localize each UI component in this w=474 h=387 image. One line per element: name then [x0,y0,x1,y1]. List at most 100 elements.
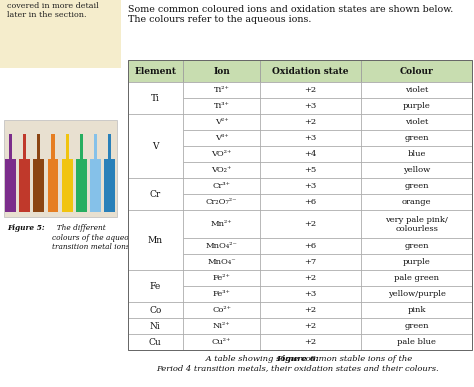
Bar [182,146,260,163]
Bar [182,178,260,194]
Bar [182,82,260,98]
Text: Ti³⁺: Ti³⁺ [214,103,229,110]
Text: +3: +3 [305,290,317,298]
Text: green: green [404,182,429,190]
Bar [260,98,361,115]
Text: yellow/purple: yellow/purple [388,290,446,298]
Text: Cu²⁺: Cu²⁺ [212,338,231,346]
Text: +3: +3 [305,103,317,110]
Bar [260,146,361,163]
Bar [5,159,16,212]
Bar [361,178,472,194]
Text: pale blue: pale blue [397,338,436,346]
Bar [361,318,472,334]
Bar [182,334,260,350]
Bar [182,238,260,254]
Text: +2: +2 [305,306,317,314]
Bar [9,135,12,159]
Text: VO²⁺: VO²⁺ [211,151,232,158]
Bar [128,60,472,350]
Text: MnO₄²⁻: MnO₄²⁻ [206,242,237,250]
Text: blue: blue [408,151,426,158]
Text: MnO₄⁻: MnO₄⁻ [207,258,236,266]
Bar [361,270,472,286]
Text: covered in more detail
later in the section.: covered in more detail later in the sect… [7,2,99,19]
Bar [128,178,182,211]
Text: +4: +4 [304,151,317,158]
Bar [182,254,260,270]
Bar [182,60,260,82]
Text: Ni: Ni [150,322,161,331]
Text: +6: +6 [305,242,317,250]
Bar [361,334,472,350]
Text: pink: pink [407,306,426,314]
Text: yellow: yellow [403,166,430,175]
Text: green: green [404,322,429,330]
Bar [361,60,472,82]
Bar [361,130,472,146]
Bar [361,254,472,270]
Text: Oxidation state: Oxidation state [273,67,349,76]
Bar [51,135,55,159]
Text: +2: +2 [305,338,317,346]
Text: orange: orange [402,199,431,206]
Text: Co: Co [149,306,162,315]
Bar [80,135,83,159]
Bar [260,60,361,82]
Text: +2: +2 [305,86,317,94]
Bar [128,82,182,115]
Text: Figure 6:: Figure 6: [276,355,319,363]
Bar [260,115,361,130]
Text: V: V [152,142,158,151]
Bar [361,194,472,211]
Bar [260,334,361,350]
Bar [128,211,182,270]
Text: V³⁺: V³⁺ [215,134,228,142]
Text: Mn²⁺: Mn²⁺ [211,220,232,228]
Text: Fe³⁺: Fe³⁺ [212,290,230,298]
Bar [90,159,101,212]
Bar [182,318,260,334]
Bar [361,286,472,302]
Text: purple: purple [403,103,430,110]
Bar [128,270,182,302]
Bar [260,318,361,334]
Bar [260,302,361,318]
Bar [48,159,58,212]
Bar [19,159,30,212]
Text: Mn: Mn [148,236,163,245]
Bar [34,159,44,212]
Bar [65,135,69,159]
Bar [361,302,472,318]
Text: Ti: Ti [151,94,160,103]
Bar [128,115,182,178]
Bar [361,211,472,238]
Text: Colour: Colour [400,67,434,76]
Text: Ti²⁺: Ti²⁺ [214,86,229,94]
Text: V²⁺: V²⁺ [215,118,228,127]
Text: +2: +2 [305,322,317,330]
Text: +2: +2 [305,118,317,127]
Bar [361,115,472,130]
Bar [260,211,361,238]
Bar [260,238,361,254]
Text: Ion: Ion [213,67,230,76]
Bar [182,130,260,146]
Bar [182,163,260,178]
Text: +3: +3 [305,182,317,190]
Text: Some common coloured ions and oxidation states are shown below.
The colours refe: Some common coloured ions and oxidation … [128,5,453,24]
Text: Co²⁺: Co²⁺ [212,306,231,314]
Bar [128,60,182,82]
Bar [94,135,97,159]
Text: violet: violet [405,86,428,94]
Bar [76,159,87,212]
Bar [62,159,73,212]
Bar [182,211,260,238]
Text: Element: Element [134,67,176,76]
Text: +2: +2 [305,220,317,228]
Text: Cr: Cr [150,190,161,199]
Bar [128,318,182,334]
Bar [4,120,117,217]
Text: Fe: Fe [150,282,161,291]
Bar [128,334,182,350]
